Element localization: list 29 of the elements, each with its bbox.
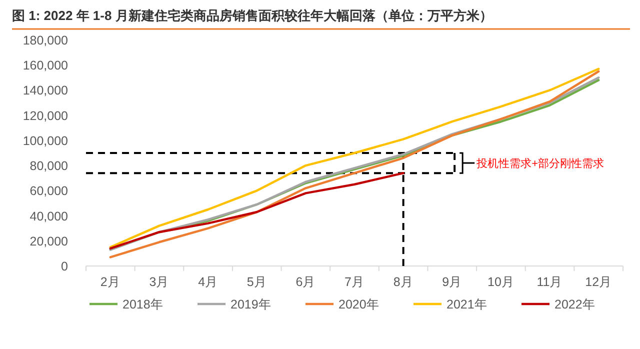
x-tick-label: 11月 [536, 275, 563, 289]
legend-label: 2021年 [446, 298, 488, 312]
y-tick-label: 0 [61, 260, 68, 274]
y-tick-label: 140,000 [22, 84, 68, 98]
y-tick-label: 120,000 [22, 108, 68, 123]
line-series [109, 172, 404, 250]
x-tick-label: 10月 [488, 275, 514, 289]
x-tick-label: 7月 [344, 275, 364, 289]
legend-label: 2018年 [122, 298, 164, 312]
y-tick-label: 180,000 [22, 34, 68, 48]
legend-label: 2020年 [338, 298, 380, 312]
x-tick-label: 2月 [100, 275, 120, 289]
x-tick-label: 6月 [296, 275, 316, 289]
y-tick-label: 20,000 [30, 234, 68, 248]
y-tick-label: 100,000 [22, 134, 68, 148]
x-tick-label: 9月 [442, 275, 462, 289]
legend-label: 2019年 [230, 298, 272, 312]
x-tick-label: 5月 [246, 275, 267, 289]
y-tick-label: 60,000 [30, 184, 68, 198]
x-tick-label: 3月 [149, 275, 170, 289]
x-tick-label: 8月 [393, 275, 414, 289]
x-tick-label: 4月 [198, 275, 218, 289]
x-tick-label: 12月 [585, 275, 612, 289]
y-tick-label: 160,000 [22, 58, 68, 73]
legend-label: 2022年 [554, 298, 596, 312]
y-tick-label: 80,000 [30, 159, 68, 174]
annotation: 投机性需求+部分刚性需求 [476, 157, 604, 170]
y-tick-label: 40,000 [30, 209, 68, 224]
chart-title: 图 1: 2022 年 1-8 月新建住宅类商品房销售面积较往年大幅回落（单位：万平方米） [12, 8, 492, 23]
